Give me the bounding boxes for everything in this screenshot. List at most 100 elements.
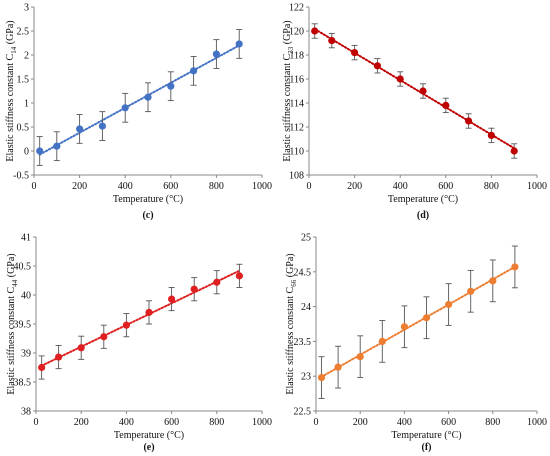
x-tick-label: 400 <box>393 181 408 192</box>
x-tick-label: 200 <box>74 417 89 428</box>
y-tick-label: 41 <box>21 233 31 244</box>
x-tick-label: 600 <box>438 181 453 192</box>
y-tick-label: 40 <box>21 291 31 302</box>
trendline <box>38 44 241 156</box>
y-tick-label: 40.5 <box>14 262 32 273</box>
data-point <box>38 363 46 372</box>
data-point <box>328 37 336 45</box>
x-tick-label: 800 <box>484 181 499 192</box>
y-tick-label: 116 <box>289 75 304 86</box>
x-tick-label: 200 <box>353 417 368 428</box>
data-point <box>378 337 386 345</box>
y-tick-label: -0.5 <box>13 171 29 182</box>
data-point <box>489 277 497 285</box>
y-axis-title-main: Elastic stiffness constant C <box>285 286 296 394</box>
data-point <box>36 147 44 155</box>
data-point <box>351 49 359 57</box>
y-axis-title-subscript: 14 <box>10 46 18 54</box>
data-point <box>422 314 431 322</box>
data-point <box>144 93 152 101</box>
x-tick-label: 0 <box>314 417 319 428</box>
x-tick-label: 1000 <box>527 181 547 192</box>
y-tick-label: 39 <box>21 349 31 360</box>
data-point <box>334 363 342 371</box>
y-tick-label: 122 <box>289 3 304 14</box>
data-point <box>212 50 220 58</box>
y-axis-title-subscript: 44 <box>11 279 19 287</box>
x-tick-label: 1000 <box>527 417 547 428</box>
x-tick-label: 0 <box>34 417 39 428</box>
y-tick-label: 114 <box>289 99 304 110</box>
data-point <box>467 287 475 295</box>
panel-label: (f) <box>422 442 432 453</box>
data-point <box>465 117 473 125</box>
x-tick-label: 1000 <box>252 181 272 192</box>
x-tick-label: 1000 <box>252 417 272 428</box>
data-point <box>100 333 108 341</box>
y-axis-title-subscript: 33 <box>287 46 295 54</box>
x-tick-label: 200 <box>72 181 87 192</box>
y-tick-label: 23 <box>301 372 311 383</box>
x-axis-title: Temperature (°C) <box>391 430 461 441</box>
y-tick-label: 112 <box>289 123 304 134</box>
panel-label: (c) <box>142 210 153 221</box>
y-axis-title: Elastic stiffness constant C14 (GPa) <box>5 20 18 161</box>
y-tick-label: 108 <box>289 171 304 182</box>
y-axis-title-main: Elastic stiffness constant C <box>282 53 293 161</box>
data-point <box>235 272 243 280</box>
y-axis-title: Elastic stiffness constant C33 (GPa) <box>282 20 295 161</box>
data-point <box>98 122 106 130</box>
data-point <box>445 300 453 309</box>
data-point <box>168 295 176 303</box>
y-tick-label: 39.5 <box>14 320 32 331</box>
chart-panel-4: 0 200 400 600 800 1000 22.5 23 23.5 24 24.5 25 Tempe… <box>285 233 547 454</box>
y-axis-title: Elastic stiffness constant C66 (GPa) <box>285 253 298 394</box>
y-tick-label: 24 <box>301 302 311 313</box>
x-tick-label: 800 <box>209 181 224 192</box>
x-axis-title: Temperature (°C) <box>114 430 184 441</box>
y-tick-label: 1.5 <box>17 75 30 86</box>
y-tick-label: 2.5 <box>17 27 30 38</box>
data-point <box>400 323 408 331</box>
x-tick-label: 0 <box>32 181 37 192</box>
trendline <box>313 28 516 150</box>
data-point <box>373 62 381 70</box>
data-point <box>122 321 130 329</box>
data-point <box>76 125 84 133</box>
x-axis-title: Temperature (°C) <box>388 194 458 205</box>
trendline <box>40 269 241 367</box>
data-point <box>190 67 198 75</box>
y-axis-title-unit: (GPa) <box>285 253 296 279</box>
y-tick-label: 22.5 <box>294 407 312 418</box>
y-axis-title-unit: (GPa) <box>282 20 293 46</box>
x-tick-label: 600 <box>164 417 179 428</box>
data-point <box>419 87 427 95</box>
y-axis-title-main: Elastic stiffness constant C <box>6 286 17 394</box>
x-tick-label: 800 <box>485 417 500 428</box>
y-axis-title-main: Elastic stiffness constant C <box>5 53 16 161</box>
data-point <box>442 101 450 109</box>
panel-label: (e) <box>143 442 154 453</box>
y-tick-label: 23.5 <box>294 337 312 348</box>
x-tick-label: 400 <box>397 417 412 428</box>
chart-panel-3: 0 200 400 600 800 1000 38 38.5 39 39.5 40 40.5 41 Tem… <box>6 233 272 454</box>
y-tick-label: 38 <box>21 407 31 418</box>
x-tick-label: 600 <box>163 181 178 192</box>
y-axis-title-unit: (GPa) <box>5 20 16 46</box>
x-tick-label: 400 <box>118 181 133 192</box>
data-point <box>311 27 319 35</box>
y-tick-label: 3 <box>24 3 29 14</box>
y-tick-label: 2 <box>24 51 29 62</box>
y-tick-label: 38.5 <box>14 378 32 389</box>
x-tick-label: 800 <box>209 417 224 428</box>
data-point <box>167 82 175 90</box>
x-tick-label: 200 <box>347 181 362 192</box>
data-point <box>487 131 495 139</box>
data-point <box>510 147 518 155</box>
data-point <box>213 278 221 286</box>
y-tick-label: 118 <box>289 51 304 62</box>
y-tick-label: 110 <box>289 147 304 158</box>
y-tick-label: 120 <box>289 27 304 38</box>
chart-panel-1: 0 200 400 600 800 1000-0.500.511.522.53Temper… <box>5 3 272 222</box>
